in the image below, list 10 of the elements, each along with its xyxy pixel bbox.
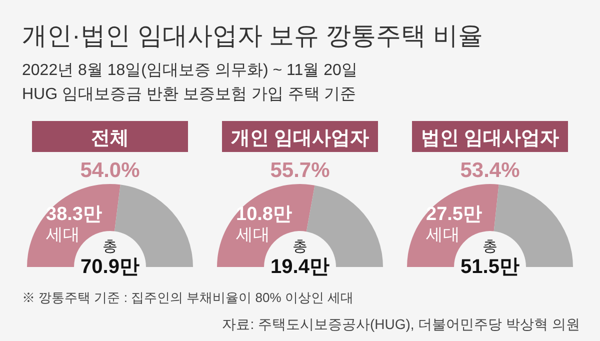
text: 2022년 8월 18일(임대보증 의무화) ~ 11월 20일 HUG 임대보증금 반환 보증보험 가입 주택 기준: [22, 62, 358, 103]
data-label: 54.0%: [80, 159, 140, 182]
text: ※ 깡통주택 기준 : 집주인의 부채비율이 80% 이상인 세대: [22, 290, 354, 305]
chart-title: 법인 임대사업자: [420, 128, 560, 149]
text: 자료: 주택도시보증공사(HUG), 더불어민주당 박상혁 의원: [222, 316, 580, 332]
data-label: 55.7%: [270, 159, 330, 182]
data-label: 53.4%: [460, 159, 520, 182]
text: 개인·법인 임대사업자 보유 깡통주택 비율: [22, 22, 484, 50]
chart-title: 개인 임대사업자: [230, 128, 370, 149]
chart-title: 전체: [91, 128, 129, 149]
